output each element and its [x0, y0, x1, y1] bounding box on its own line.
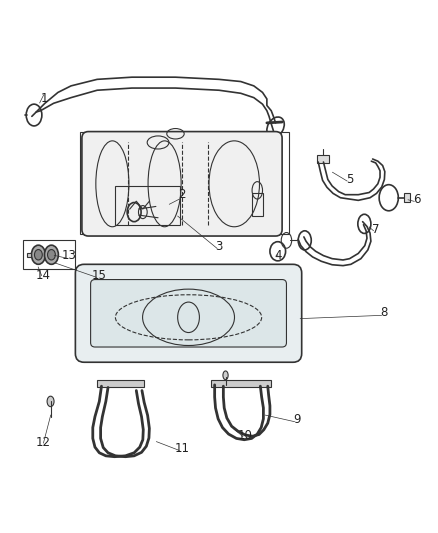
Text: 3: 3 [215, 240, 223, 253]
Text: 9: 9 [293, 413, 301, 426]
Text: 4: 4 [274, 249, 282, 262]
Bar [23, 240, 75, 269]
Text: 13: 13 [61, 249, 76, 262]
Text: 1: 1 [41, 92, 49, 106]
Ellipse shape [45, 245, 58, 264]
FancyBboxPatch shape [91, 279, 286, 347]
Ellipse shape [32, 245, 46, 264]
Text: 11: 11 [174, 442, 190, 455]
Bar [403, 193, 410, 202]
Ellipse shape [47, 249, 55, 260]
Bar [97, 379, 144, 387]
Ellipse shape [47, 396, 54, 407]
Text: 14: 14 [35, 269, 50, 282]
FancyBboxPatch shape [82, 132, 282, 236]
Bar [115, 186, 180, 225]
Text: 6: 6 [413, 192, 421, 206]
Text: 2: 2 [178, 188, 186, 201]
Bar [252, 192, 262, 216]
Bar [211, 379, 271, 387]
Ellipse shape [35, 249, 42, 260]
FancyBboxPatch shape [75, 264, 302, 362]
Bar [27, 253, 31, 257]
Text: 10: 10 [238, 429, 253, 442]
Bar [80, 132, 289, 234]
Text: 8: 8 [381, 306, 388, 319]
Ellipse shape [223, 371, 228, 379]
Text: 5: 5 [346, 173, 353, 186]
Bar [318, 155, 328, 163]
Text: 12: 12 [35, 437, 50, 449]
Text: 7: 7 [372, 223, 379, 236]
Text: 15: 15 [92, 269, 107, 282]
